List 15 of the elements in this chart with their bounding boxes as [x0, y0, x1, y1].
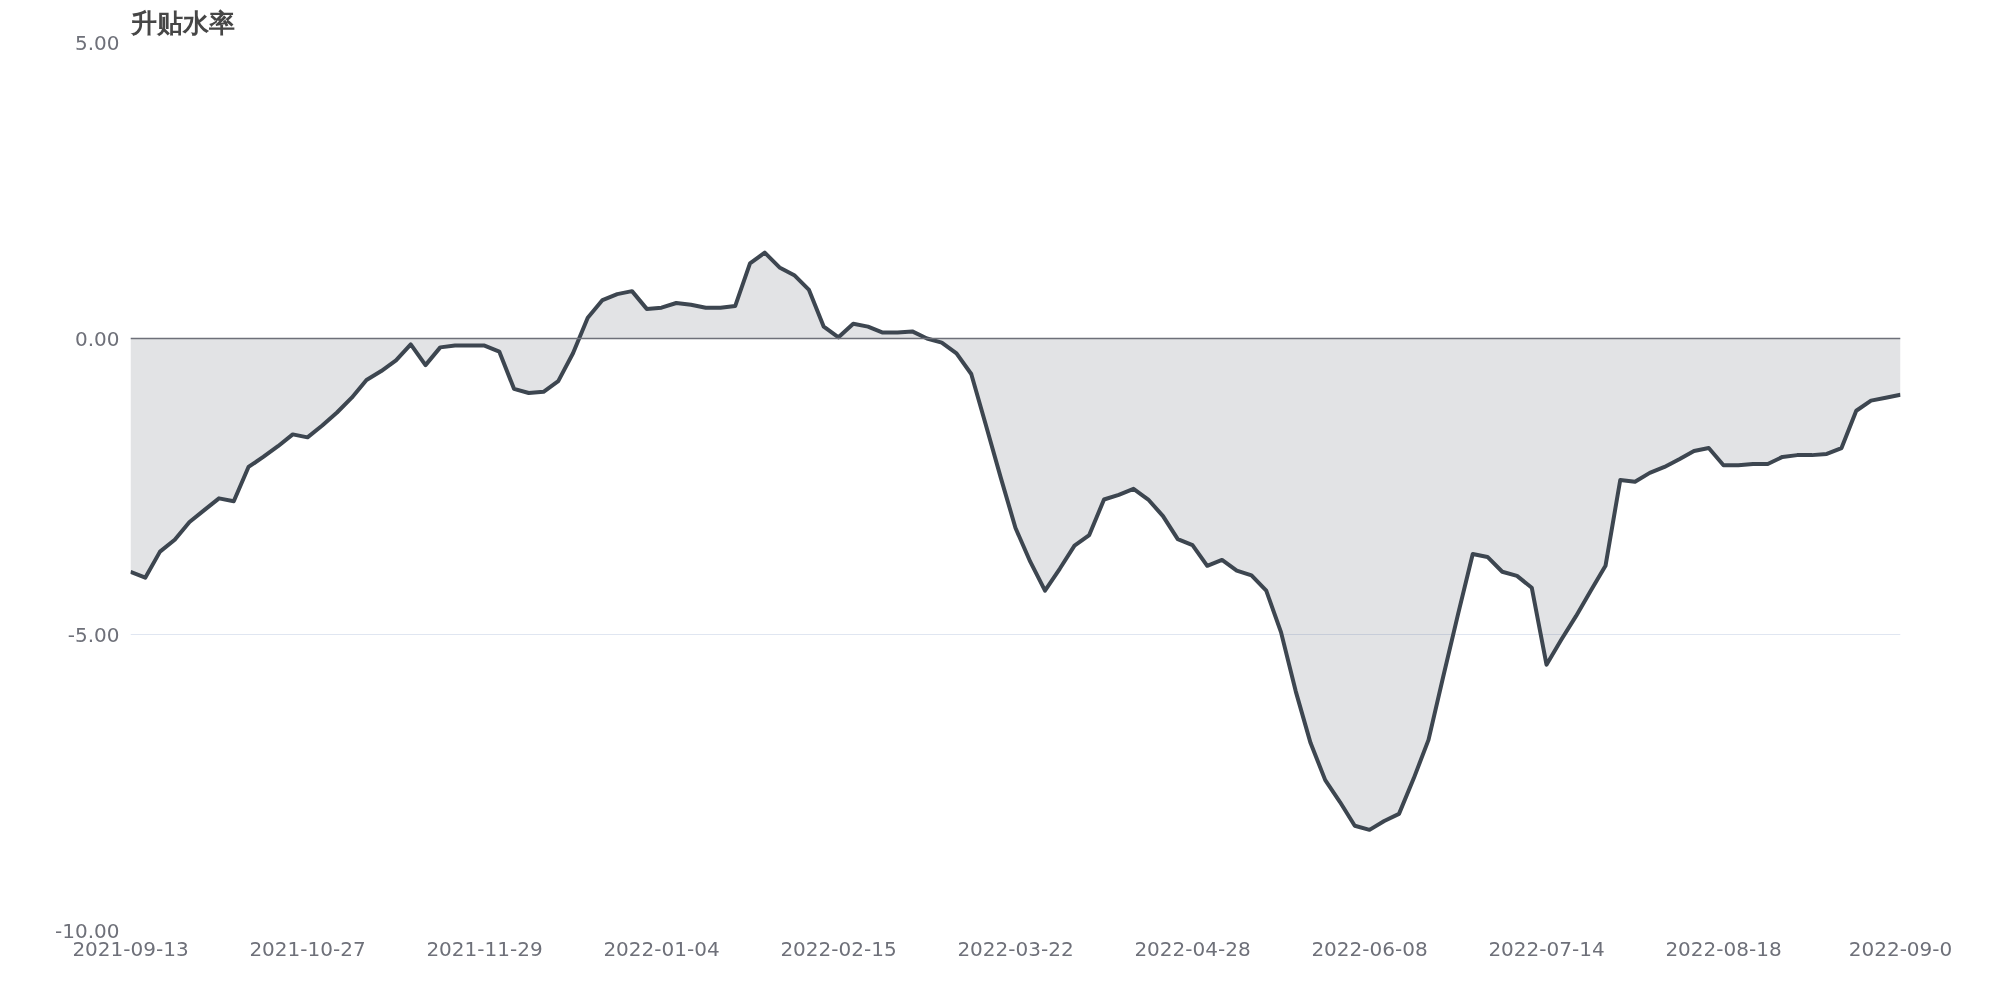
y-tick-label: 0.00 [74, 326, 120, 351]
x-tick-label: 2022-07-14 [1488, 936, 1605, 961]
y-tick-label: 5.00 [74, 30, 120, 55]
x-tick-label: 2021-11-29 [426, 936, 543, 961]
x-tick-label: 2022-01-04 [603, 936, 720, 961]
x-tick-label: 2022-09-0 [1848, 936, 1953, 961]
chart-title: 升贴水率 [129, 7, 235, 38]
x-tick-label: 2022-08-18 [1665, 936, 1782, 961]
y-tick-label: -10.00 [55, 918, 120, 943]
y-tick-label: -5.00 [67, 622, 120, 647]
x-tick-label: 2021-10-27 [249, 936, 366, 961]
x-tick-label: 2022-03-22 [957, 936, 1074, 961]
x-tick-label: 2022-02-15 [780, 936, 897, 961]
x-tick-label: 2022-04-28 [1134, 936, 1251, 961]
x-tick-label: 2022-06-08 [1311, 936, 1428, 961]
